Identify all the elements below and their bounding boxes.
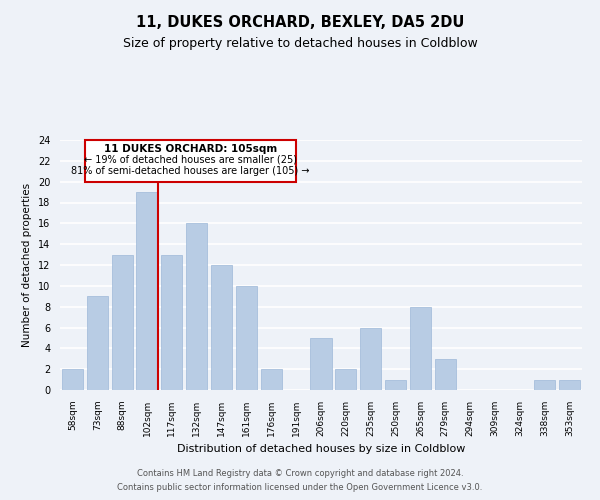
Text: 11, DUKES ORCHARD, BEXLEY, DA5 2DU: 11, DUKES ORCHARD, BEXLEY, DA5 2DU [136,15,464,30]
Bar [62,369,83,390]
Bar [360,328,381,390]
Bar [186,224,207,390]
Bar [559,380,580,390]
Bar [385,380,406,390]
X-axis label: Distribution of detached houses by size in Coldblow: Distribution of detached houses by size … [177,444,465,454]
Text: Contains public sector information licensed under the Open Government Licence v3: Contains public sector information licen… [118,484,482,492]
Bar [435,359,456,390]
Text: ← 19% of detached houses are smaller (25): ← 19% of detached houses are smaller (25… [84,154,297,164]
Bar [211,265,232,390]
Y-axis label: Number of detached properties: Number of detached properties [22,183,32,347]
Text: Size of property relative to detached houses in Coldblow: Size of property relative to detached ho… [122,38,478,51]
Bar [310,338,332,390]
Text: 81% of semi-detached houses are larger (105) →: 81% of semi-detached houses are larger (… [71,166,310,175]
Bar [534,380,555,390]
Bar [112,254,133,390]
Bar [136,192,158,390]
Bar [161,254,182,390]
Bar [87,296,108,390]
Bar [410,306,431,390]
FancyBboxPatch shape [85,140,296,181]
Bar [335,369,356,390]
Text: Contains HM Land Registry data © Crown copyright and database right 2024.: Contains HM Land Registry data © Crown c… [137,468,463,477]
Bar [236,286,257,390]
Text: 11 DUKES ORCHARD: 105sqm: 11 DUKES ORCHARD: 105sqm [104,144,277,154]
Bar [261,369,282,390]
